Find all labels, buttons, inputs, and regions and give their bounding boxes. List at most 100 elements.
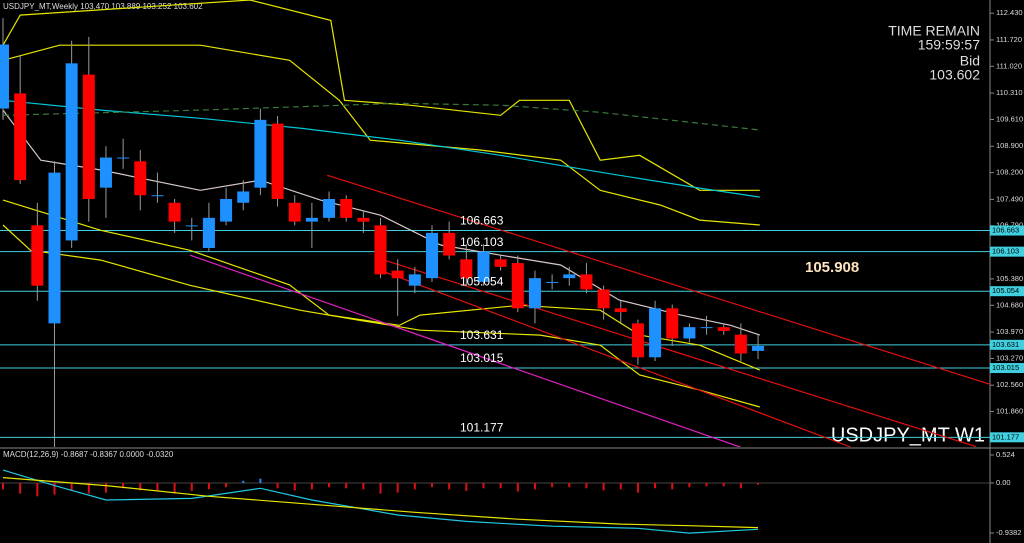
histogram-bar bbox=[482, 482, 485, 489]
chart-title: USDJPY_MT,Weekly 103.470 103.889 103.252… bbox=[3, 2, 203, 11]
level-tag-text: 103.631 bbox=[992, 340, 1019, 349]
candle-body bbox=[134, 161, 147, 196]
candle-body bbox=[271, 123, 284, 200]
histogram-bar bbox=[156, 482, 159, 492]
candle-body bbox=[48, 172, 61, 324]
y-tick-label: 103.270 bbox=[996, 353, 1023, 362]
indicator-line bbox=[377, 257, 977, 447]
level-text: 101.177 bbox=[460, 420, 504, 434]
candle-body bbox=[254, 119, 267, 188]
histogram-bar bbox=[242, 480, 245, 483]
histogram-bar bbox=[413, 482, 416, 490]
y-tick-label: 106.790 bbox=[996, 221, 1023, 230]
histogram-bar bbox=[53, 482, 56, 495]
histogram-bar bbox=[636, 482, 639, 493]
indicator-line bbox=[379, 269, 851, 447]
level-text: 106.103 bbox=[460, 235, 504, 249]
histogram-bar bbox=[448, 482, 451, 490]
bid-label: Bid bbox=[960, 53, 980, 69]
level-text: 105.054 bbox=[460, 274, 504, 288]
candle-body bbox=[323, 199, 336, 218]
histogram-bar bbox=[87, 482, 90, 494]
indicator-line bbox=[2, 109, 760, 336]
level-text: 103.015 bbox=[460, 351, 504, 365]
symbol-label: USDJPY_MT W1 bbox=[831, 424, 985, 446]
histogram-bar bbox=[104, 482, 107, 493]
candle-body bbox=[580, 274, 593, 290]
y-tick-label: -0.9382 bbox=[996, 528, 1021, 537]
y-tick-label: 0.00 bbox=[996, 478, 1011, 487]
candle-body bbox=[202, 217, 215, 248]
histogram-bar bbox=[396, 482, 399, 493]
histogram-bar bbox=[499, 482, 502, 489]
candle-body bbox=[408, 274, 421, 286]
histogram-bar bbox=[671, 482, 674, 490]
histogram-bar bbox=[122, 482, 125, 489]
indicator-line bbox=[2, 477, 759, 529]
candle-body bbox=[151, 195, 164, 197]
histogram-bar bbox=[688, 482, 691, 488]
candle-body bbox=[563, 274, 576, 279]
candle-body bbox=[14, 93, 27, 181]
histogram-bar bbox=[757, 482, 760, 485]
histogram-bar bbox=[654, 482, 657, 489]
histogram-bar bbox=[705, 482, 708, 487]
level-tag bbox=[990, 225, 1024, 236]
candle-body bbox=[340, 199, 353, 218]
histogram-bar bbox=[585, 482, 588, 489]
candle-body bbox=[683, 327, 696, 339]
histogram-bar bbox=[551, 482, 554, 488]
level-tag bbox=[990, 286, 1024, 297]
y-tick-label: 110.310 bbox=[996, 88, 1023, 97]
candle-body bbox=[168, 202, 181, 222]
candle-body bbox=[237, 191, 250, 203]
histogram-bar bbox=[516, 482, 519, 492]
histogram-bar bbox=[225, 482, 228, 488]
candle-body bbox=[546, 281, 559, 283]
y-tick-label: 103.970 bbox=[996, 327, 1023, 336]
histogram-bar bbox=[379, 482, 382, 494]
histogram-bar bbox=[190, 482, 193, 491]
level-tag-text: 103.015 bbox=[992, 363, 1019, 372]
y-tick-label: 109.610 bbox=[996, 114, 1023, 123]
candle-body bbox=[666, 308, 679, 339]
histogram-bar bbox=[70, 482, 73, 491]
candle-body bbox=[357, 217, 370, 222]
y-tick-label: 108.200 bbox=[996, 168, 1023, 177]
histogram-bar bbox=[310, 482, 313, 490]
indicator-line bbox=[2, 469, 759, 534]
level-tag-text: 105.054 bbox=[992, 286, 1019, 295]
candle-body bbox=[717, 327, 730, 331]
level-tag-text: 106.663 bbox=[992, 226, 1019, 235]
histogram-bar bbox=[533, 482, 536, 490]
indicator-line bbox=[189, 254, 741, 447]
candle-body bbox=[752, 345, 765, 351]
histogram-bar bbox=[619, 482, 622, 490]
candle-body bbox=[631, 323, 644, 358]
time-remain: 159:59:57 bbox=[918, 37, 980, 53]
candle-body bbox=[443, 232, 456, 256]
histogram-bar bbox=[722, 482, 725, 487]
candle-body bbox=[99, 157, 112, 188]
level-tag bbox=[990, 246, 1024, 257]
y-tick-label: 108.900 bbox=[996, 141, 1023, 150]
level-tag-text: 106.103 bbox=[992, 247, 1019, 256]
candle-body bbox=[391, 270, 404, 279]
candle-body bbox=[305, 217, 318, 222]
y-tick-label: 107.490 bbox=[996, 194, 1023, 203]
candle-body bbox=[185, 225, 198, 227]
y-tick-label: 105.380 bbox=[996, 274, 1023, 283]
indicator-line bbox=[2, 99, 760, 198]
histogram-bar bbox=[739, 482, 742, 489]
candle-body bbox=[477, 251, 490, 282]
histogram-bar bbox=[207, 482, 210, 490]
histogram-bar bbox=[293, 482, 296, 491]
indicator-line bbox=[2, 0, 760, 191]
histogram-bar bbox=[36, 482, 39, 497]
level-tag bbox=[990, 432, 1024, 443]
candle-body bbox=[649, 308, 662, 358]
plot-area bbox=[0, 0, 990, 447]
candle-body bbox=[31, 225, 44, 286]
candle-body bbox=[597, 289, 610, 309]
